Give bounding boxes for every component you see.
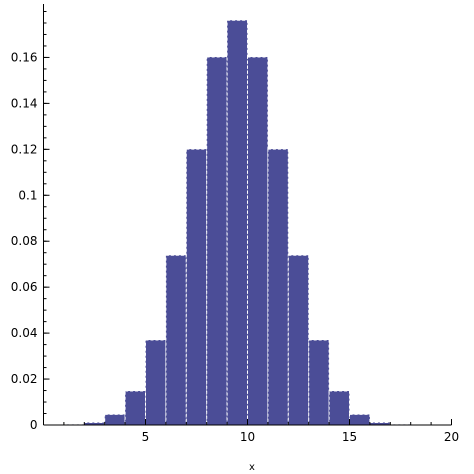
y-tick-label: 0.1 [18, 188, 37, 202]
y-tick-label: 0.04 [11, 326, 38, 340]
bar [328, 390, 351, 426]
bar [267, 148, 289, 426]
bar [226, 19, 249, 426]
bar [104, 413, 126, 426]
x-axis-title: x [249, 462, 255, 473]
x-tick-label: 5 [142, 430, 150, 444]
bar [308, 339, 330, 426]
y-tick-label: 0.02 [11, 372, 38, 386]
y-tick-label: 0.16 [11, 50, 38, 64]
bar [247, 56, 269, 426]
x-tick-label: 10 [240, 430, 255, 444]
bar [349, 413, 371, 426]
bars-group [63, 19, 412, 426]
bar [287, 254, 310, 426]
bar [145, 339, 167, 426]
y-axis: 0 0.02 0.04 0.06 0.08 0.1 0.12 0.14 0.16 [11, 4, 50, 432]
x-tick-label: 20 [444, 430, 459, 444]
y-tick-label: 0.06 [11, 280, 38, 294]
bar [185, 148, 208, 426]
x-tick-label: 15 [342, 430, 357, 444]
bar [206, 56, 228, 426]
y-tick-label: 0.12 [11, 142, 38, 156]
bar [165, 254, 187, 426]
x-axis: 5 10 15 20 [43, 419, 459, 444]
y-tick-label: 0 [30, 418, 38, 432]
y-tick-label: 0.14 [11, 96, 38, 110]
y-tick-label: 0.08 [11, 234, 38, 248]
bar [124, 390, 146, 426]
